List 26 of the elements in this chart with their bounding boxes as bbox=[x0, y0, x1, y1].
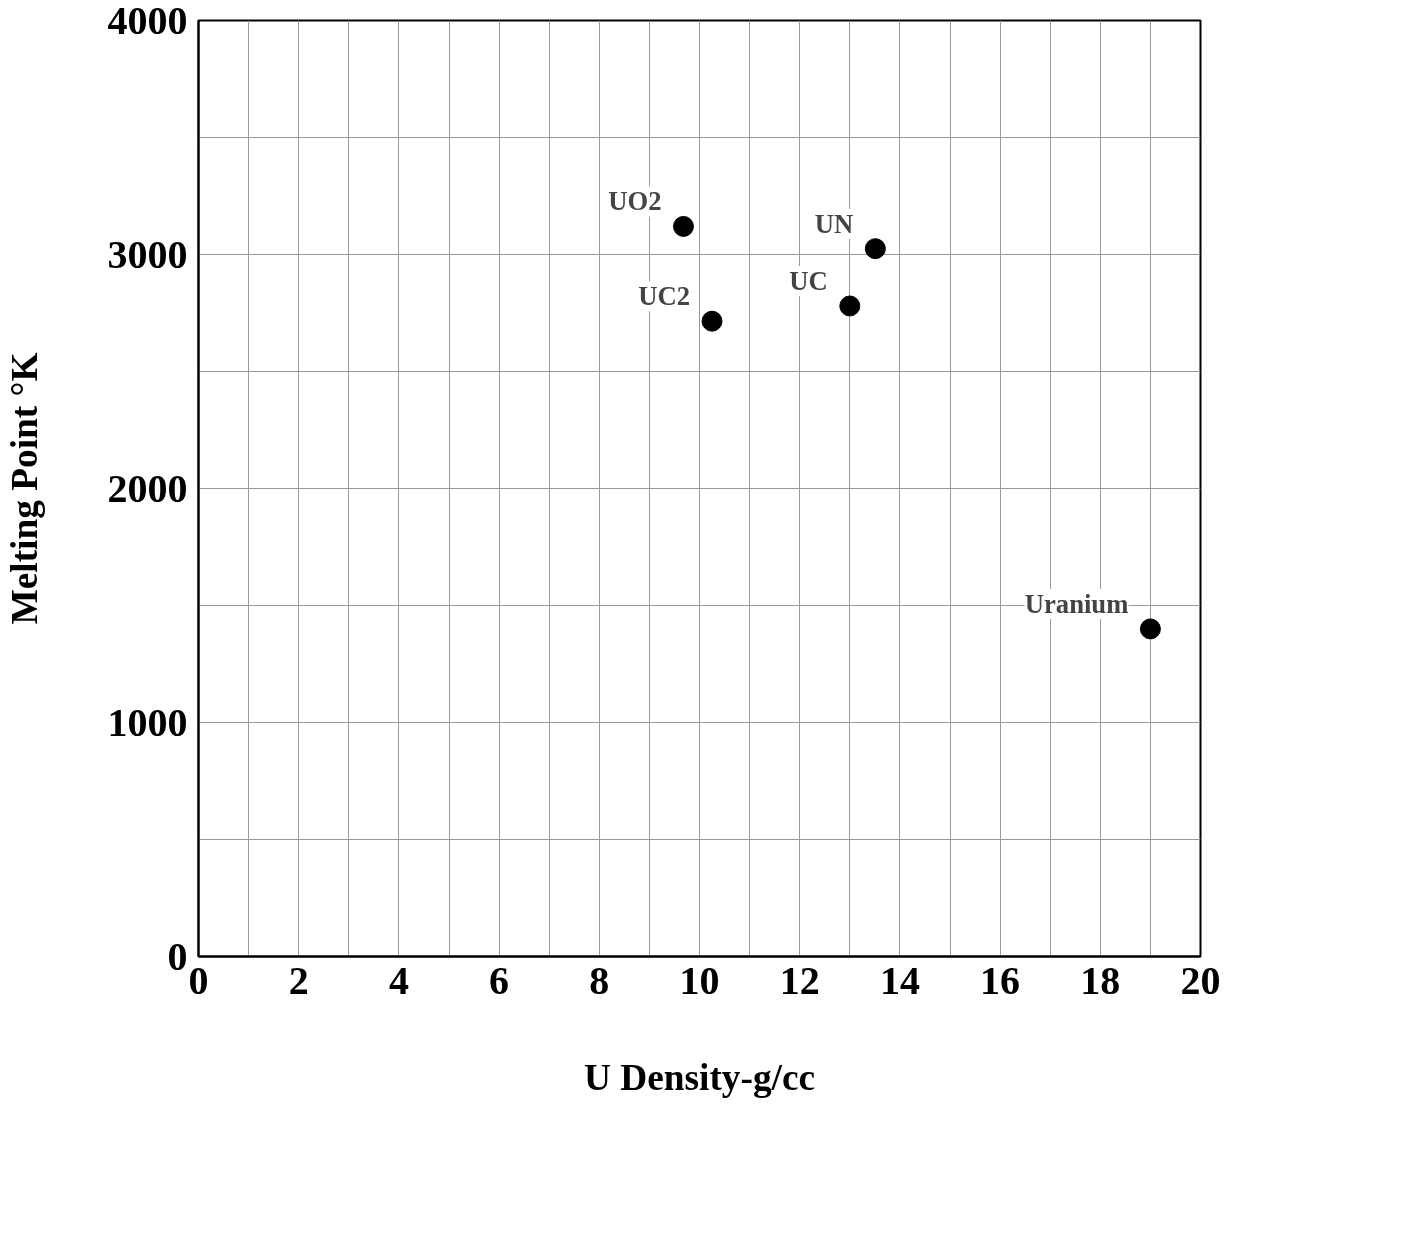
point bbox=[864, 238, 886, 260]
point bbox=[701, 310, 723, 332]
annotation: Uranium bbox=[1024, 588, 1129, 619]
x-tick-label: 10 bbox=[679, 957, 720, 1003]
x-tick-label: 20 bbox=[1180, 957, 1221, 1003]
x-tick-label: 2 bbox=[288, 957, 309, 1003]
x-tick-label: 18 bbox=[1080, 957, 1121, 1003]
annotation: UC2 bbox=[638, 281, 691, 312]
y-tick-label: 1000 bbox=[107, 699, 188, 745]
annotation: UO2 bbox=[608, 186, 662, 217]
annotation: UN bbox=[814, 208, 854, 239]
y-tick-label: 4000 bbox=[107, 0, 188, 43]
y-axis-title: Melting Point °K bbox=[3, 352, 45, 625]
x-tick-label: 6 bbox=[489, 957, 510, 1003]
x-tick-label: 8 bbox=[589, 957, 610, 1003]
x-tick-label: 16 bbox=[980, 957, 1021, 1003]
annotation: UC bbox=[789, 265, 828, 296]
y-tick-label: 2000 bbox=[107, 465, 188, 511]
y-tick-label: 3000 bbox=[107, 231, 188, 277]
x-axis-title: U Density-g/cc bbox=[583, 1056, 816, 1098]
point bbox=[839, 295, 861, 317]
point bbox=[672, 215, 694, 237]
point bbox=[1139, 618, 1161, 640]
x-tick-label: 12 bbox=[779, 957, 820, 1003]
x-tick-label: 14 bbox=[879, 957, 920, 1003]
x-tick-label: 4 bbox=[388, 957, 409, 1003]
